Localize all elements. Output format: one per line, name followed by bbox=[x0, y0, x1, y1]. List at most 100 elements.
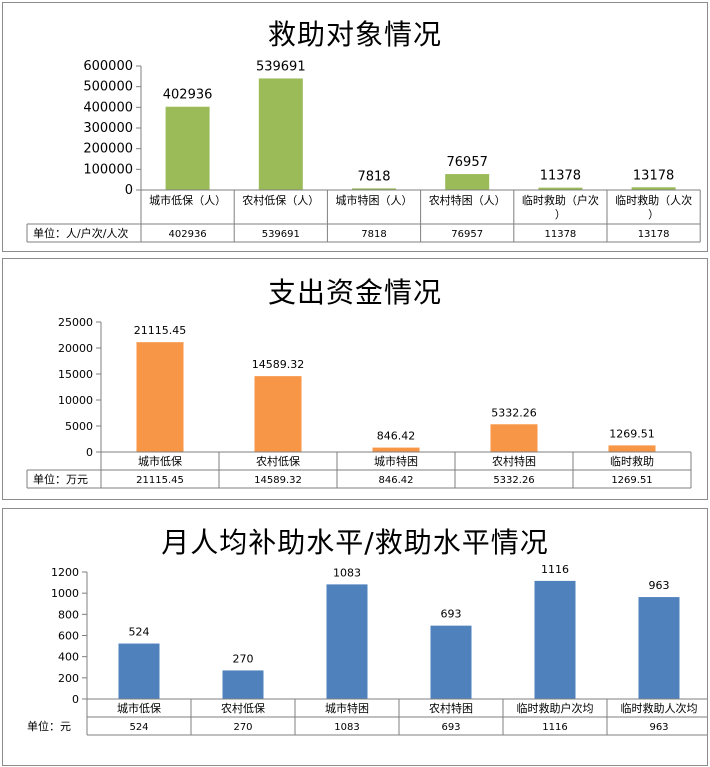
x-category-label: 临时救助（人次 bbox=[615, 193, 692, 207]
x-category-label: 农村低保 bbox=[221, 701, 265, 715]
x-category-label-continued: ） bbox=[648, 208, 659, 221]
bar bbox=[608, 445, 656, 452]
chart-title: 救助对象情况 bbox=[267, 18, 442, 51]
chart-subsidy-level: 0 200 400 600 800 1000 1200 524 270 1083 693 1116 96… bbox=[27, 563, 707, 736]
bar bbox=[445, 174, 490, 190]
table-value-cell: 693 bbox=[441, 722, 460, 733]
y-tick-label: 0 bbox=[125, 183, 133, 198]
bar-value-label: 1083 bbox=[333, 566, 361, 579]
y-tick-label: 200000 bbox=[83, 142, 133, 157]
bar-value-label: 963 bbox=[649, 579, 670, 592]
bar-value-label: 693 bbox=[441, 608, 462, 621]
x-category-label-continued: ） bbox=[555, 208, 566, 221]
y-tick-label: 1200 bbox=[51, 566, 79, 579]
y-tick-label: 400000 bbox=[83, 100, 133, 115]
chart-panel-expenditure: 支出资金情况 0 5000 10000 15000 20000 25000 21115.45… bbox=[2, 258, 708, 500]
y-tick-label: 800 bbox=[58, 608, 79, 621]
bar-value-label: 21115.45 bbox=[134, 324, 187, 337]
bar bbox=[258, 78, 303, 190]
chart-expenditure: 0 5000 10000 15000 20000 25000 21115.45 14589.3… bbox=[26, 316, 692, 489]
table-value-cell: 5332.26 bbox=[493, 475, 534, 486]
y-tick-label: 500000 bbox=[83, 80, 133, 95]
bar bbox=[372, 447, 420, 452]
bar-value-label: 524 bbox=[129, 626, 150, 639]
x-category-label: 城市特困 bbox=[325, 701, 369, 715]
bar-value-label: 539691 bbox=[256, 59, 306, 74]
bar-value-label: 1116 bbox=[541, 563, 569, 576]
chart-panel-subsidy-level: 月人均补助水平/救助水平情况 0 200 400 600 800 1000 1200 524 2… bbox=[2, 508, 708, 766]
y-tick-label: 600 bbox=[58, 630, 79, 643]
x-category-label: 城市低保 bbox=[138, 454, 182, 468]
bar-value-label: 14589.32 bbox=[252, 358, 305, 371]
x-category-label: 城市特困 bbox=[374, 454, 418, 468]
bar bbox=[352, 188, 396, 190]
bar bbox=[538, 187, 583, 190]
table-value-cell: 14589.32 bbox=[254, 475, 302, 486]
x-category-label: 农村特困 bbox=[429, 701, 473, 715]
x-category-label: 城市低保 bbox=[117, 701, 161, 715]
table-value-cell: 524 bbox=[129, 722, 148, 733]
table-value-cell: 7818 bbox=[361, 229, 386, 240]
x-category-label: 临时救助（户次 bbox=[522, 193, 599, 207]
y-tick-label: 1000 bbox=[51, 587, 79, 600]
y-tick-label: 5000 bbox=[65, 420, 93, 433]
table-unit-label: 单位：人/户次/人次 bbox=[33, 226, 128, 240]
bar bbox=[118, 643, 160, 699]
table-value-cell: 76957 bbox=[451, 229, 483, 240]
bar-value-label: 5332.26 bbox=[491, 406, 537, 419]
x-category-label: 农村特困 bbox=[492, 454, 536, 468]
table-value-cell: 270 bbox=[233, 722, 252, 733]
table-value-cell: 1116 bbox=[542, 722, 567, 733]
x-category-label: 临时救助 bbox=[610, 454, 654, 468]
table-value-cell: 963 bbox=[649, 722, 668, 733]
bar-value-label: 270 bbox=[233, 652, 254, 665]
y-tick-label: 10000 bbox=[58, 394, 93, 407]
bar-value-label: 7818 bbox=[357, 169, 390, 184]
y-tick-label: 600000 bbox=[83, 59, 133, 74]
y-tick-label: 25000 bbox=[58, 316, 93, 329]
chart-title: 支出资金情况 bbox=[267, 276, 442, 309]
x-category-label: 临时救助户次均 bbox=[517, 701, 594, 715]
bar bbox=[631, 187, 676, 190]
y-tick-label: 300000 bbox=[83, 121, 133, 136]
x-category-label: 城市特困（人） bbox=[336, 193, 413, 207]
x-category-label: 城市低保（人） bbox=[149, 193, 226, 207]
table-value-cell: 13178 bbox=[638, 229, 670, 240]
chart-panel-recipients: 救助对象情况 0 100000 200000 300000 400000 500000 60… bbox=[2, 2, 708, 252]
bar bbox=[136, 342, 184, 452]
bar bbox=[490, 424, 538, 452]
bar-value-label: 11378 bbox=[540, 169, 581, 184]
y-tick-label: 400 bbox=[58, 651, 79, 664]
bar-value-label: 1269.51 bbox=[609, 427, 655, 440]
table-value-cell: 402936 bbox=[169, 229, 207, 240]
y-tick-label: 200 bbox=[58, 672, 79, 685]
table-value-cell: 11378 bbox=[544, 229, 576, 240]
chart-recipients: 0 100000 200000 300000 400000 500000 600000 402… bbox=[26, 59, 701, 243]
bar bbox=[254, 376, 302, 452]
x-category-label: 农村特困（人） bbox=[429, 193, 506, 207]
x-category-label: 农村低保 bbox=[256, 454, 300, 468]
table-unit-label: 单位：元 bbox=[27, 719, 71, 733]
table-value-cell: 539691 bbox=[262, 229, 300, 240]
y-tick-label: 20000 bbox=[58, 342, 93, 355]
bar bbox=[326, 584, 368, 699]
x-category-label: 农村低保（人） bbox=[242, 193, 319, 207]
table-unit-label: 单位：万元 bbox=[33, 472, 88, 486]
x-category-label: 临时救助人次均 bbox=[621, 701, 698, 715]
bar bbox=[222, 670, 264, 699]
chart-title: 月人均补助水平/救助水平情况 bbox=[161, 526, 549, 559]
table-value-cell: 21115.45 bbox=[136, 475, 184, 486]
bar bbox=[165, 106, 210, 190]
y-tick-label: 0 bbox=[86, 446, 93, 459]
bar-value-label: 402936 bbox=[163, 88, 213, 103]
bar bbox=[638, 597, 680, 699]
table-value-cell: 1269.51 bbox=[611, 475, 652, 486]
bar-value-label: 846.42 bbox=[377, 430, 416, 443]
bar-value-label: 76957 bbox=[447, 155, 488, 170]
bar-value-label: 13178 bbox=[633, 168, 674, 183]
y-tick-label: 100000 bbox=[83, 162, 133, 177]
y-tick-label: 0 bbox=[72, 693, 79, 706]
table-value-cell: 1083 bbox=[334, 722, 359, 733]
bar bbox=[534, 580, 576, 699]
y-tick-label: 15000 bbox=[58, 368, 93, 381]
